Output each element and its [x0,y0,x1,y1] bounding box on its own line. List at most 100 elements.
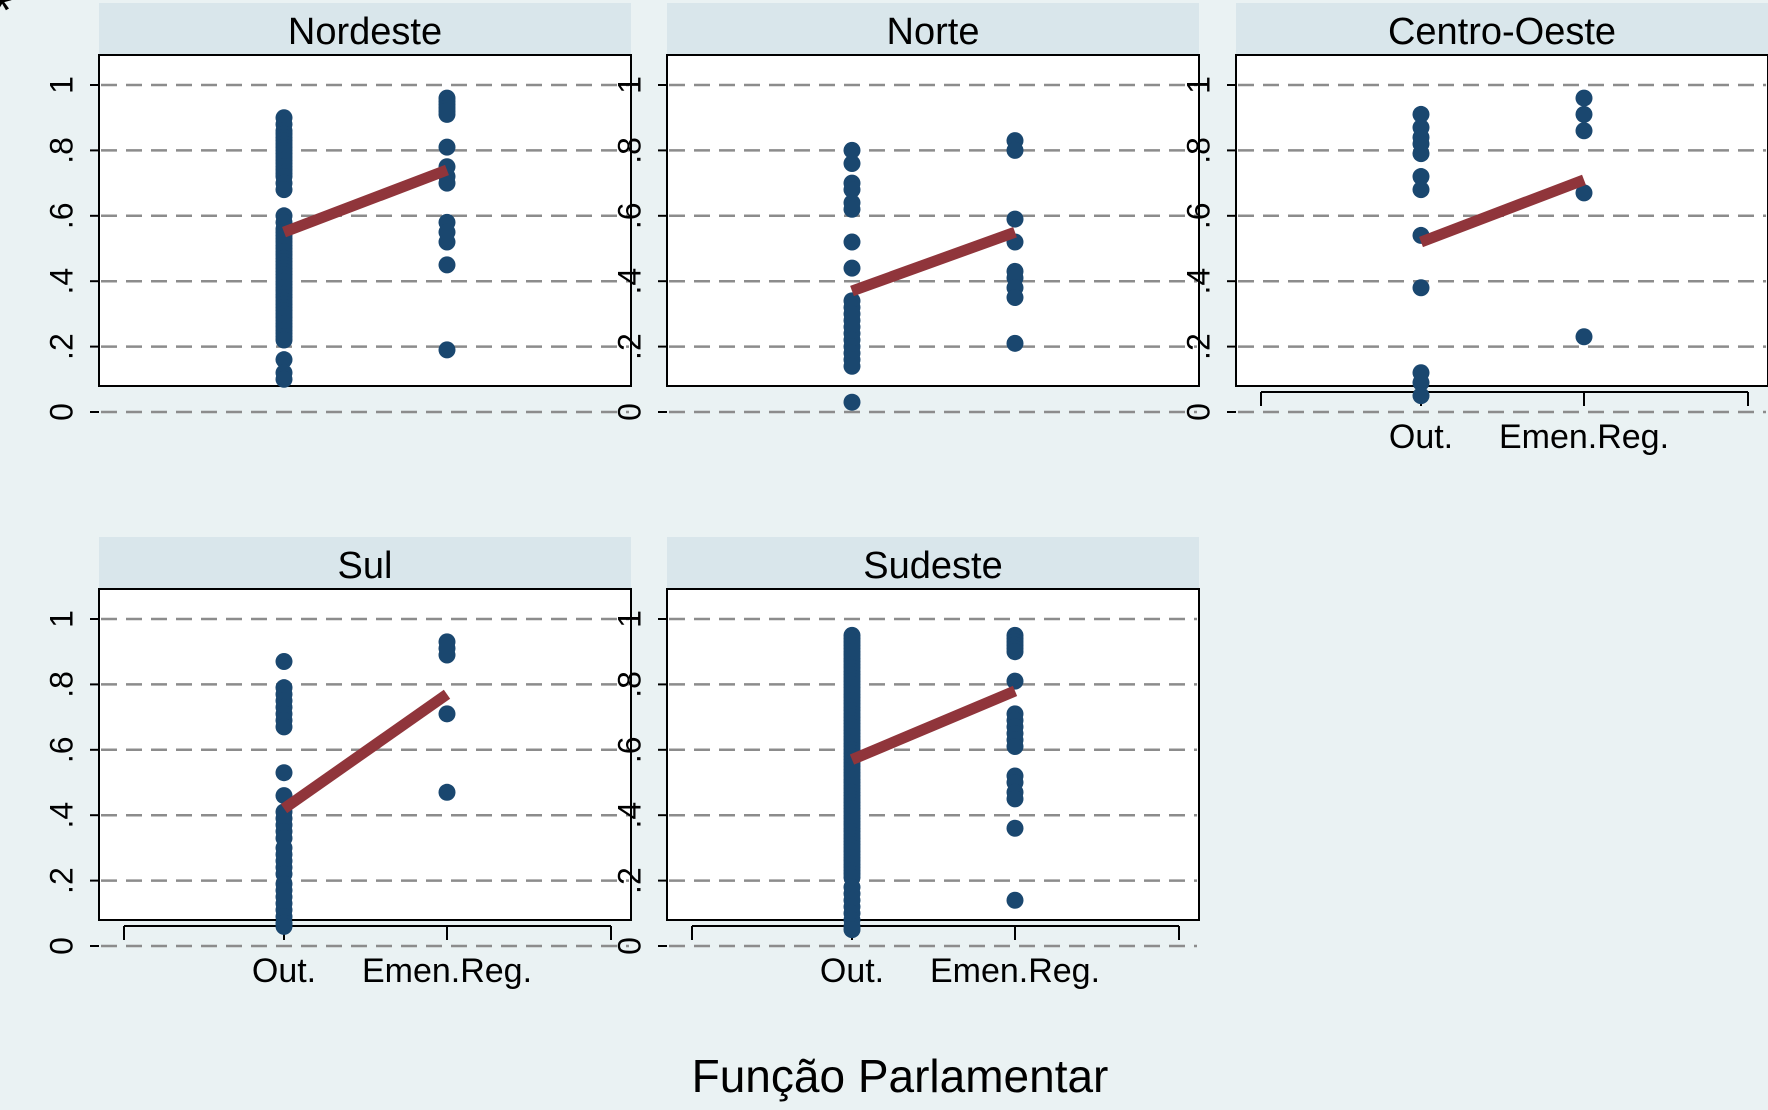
data-point [1006,819,1024,837]
data-point [1575,122,1593,140]
panel-centro-oeste: Centro-Oeste 0 .2 .4 .6 .8 1 Out. Emen.Reg. [1180,3,1768,456]
y-tick-label: .8 [611,137,647,164]
fit-line [1419,174,1586,248]
data-point [843,141,861,159]
panel-strip [667,3,1199,55]
data-point [438,233,456,251]
panel-strip [667,537,1199,589]
fit-line [282,164,449,238]
data-point [438,105,456,123]
panel-sudeste: Sudeste 0 .2 .4 .6 .8 1 Out. Emen.Reg. [611,537,1200,990]
data-point [1412,181,1430,199]
data-point [1006,141,1024,159]
y-tick-label: .6 [43,736,79,763]
fit-line [849,685,1018,765]
data-point [438,174,456,192]
data-point [843,357,861,375]
panel-strip [99,537,631,589]
x-tick-label: Out. [820,952,884,990]
y-tick-label: 1 [611,610,647,628]
fit-line [280,689,451,814]
data-point [438,138,456,156]
y-tick-label: .2 [1180,333,1216,360]
data-point [1412,145,1430,163]
panel-title: Norte [887,11,980,53]
y-tick-label: .6 [43,202,79,229]
data-point [1006,643,1024,661]
data-point [275,764,293,782]
y-tick-label: .4 [43,802,79,829]
data-point [1412,105,1430,123]
data-point [843,181,861,199]
y-tick-label: .2 [611,867,647,894]
data-point [1006,210,1024,228]
y-tick-label: .6 [611,202,647,229]
plot-area [666,588,1200,921]
y-tick-label: 0 [611,937,647,955]
panel-title: Sudeste [863,545,1002,587]
data-point [438,646,456,664]
y-tick-label: .4 [611,802,647,829]
data-point [843,200,861,218]
y-tick-label: .8 [611,671,647,698]
plot-area [666,54,1200,387]
data-point [1412,168,1430,186]
data-point [1575,328,1593,346]
data-point [1006,289,1024,307]
data-point [1412,374,1430,392]
data-point [275,370,293,388]
data-point [275,917,293,935]
panel-nordeste: Nordeste 0 .2 .4 .6 .8 1 [43,3,632,421]
y-tick-label: 0 [43,937,79,955]
panel-norte: Norte 0 .2 .4 .6 .8 1 [611,3,1200,421]
data-point [438,341,456,359]
y-tick-label: .2 [611,333,647,360]
data-point [275,181,293,199]
y-tick-label: .4 [611,268,647,295]
panel-strip [1236,3,1768,55]
data-point [438,783,456,801]
x-tick-label: Emen.Reg. [930,952,1100,990]
panel-title: Sul [338,545,393,587]
data-point [1006,334,1024,352]
panel-sul: Sul 0 .2 .4 .6 .8 1 Out. Emen.Reg. [43,537,632,990]
data-point [843,921,861,939]
y-tick-label: 0 [43,403,79,421]
data-point [275,718,293,736]
plot-area [98,54,632,387]
data-point [843,393,861,411]
y-tick-label: .4 [43,268,79,295]
data-point [1006,672,1024,690]
data-point [843,154,861,172]
plot-area [1235,54,1768,387]
data-point [1412,279,1430,297]
data-point [1575,184,1593,202]
data-point [1006,891,1024,909]
panel-strip [99,3,631,55]
corner-asterisk: * [0,0,12,40]
data-point [1412,387,1430,405]
data-point [438,256,456,274]
data-point [275,331,293,349]
x-axis-title: Função Parlamentar [692,1050,1109,1102]
y-tick-label: 0 [1180,403,1216,421]
panel-title: Nordeste [288,11,442,53]
data-point [275,351,293,369]
panel-title: Centro-Oeste [1388,11,1616,53]
y-tick-label: .8 [1180,137,1216,164]
data-point [438,705,456,723]
y-tick-label: .8 [43,671,79,698]
data-point [1006,738,1024,756]
y-tick-label: 1 [1180,76,1216,94]
y-tick-label: 1 [43,76,79,94]
y-tick-label: 1 [43,610,79,628]
y-tick-label: .6 [611,736,647,763]
x-tick-label: Out. [252,952,316,990]
y-tick-label: .2 [43,333,79,360]
y-tick-label: 0 [611,403,647,421]
y-tick-label: .2 [43,867,79,894]
x-tick-label: Out. [1389,418,1453,456]
y-tick-label: .8 [43,137,79,164]
